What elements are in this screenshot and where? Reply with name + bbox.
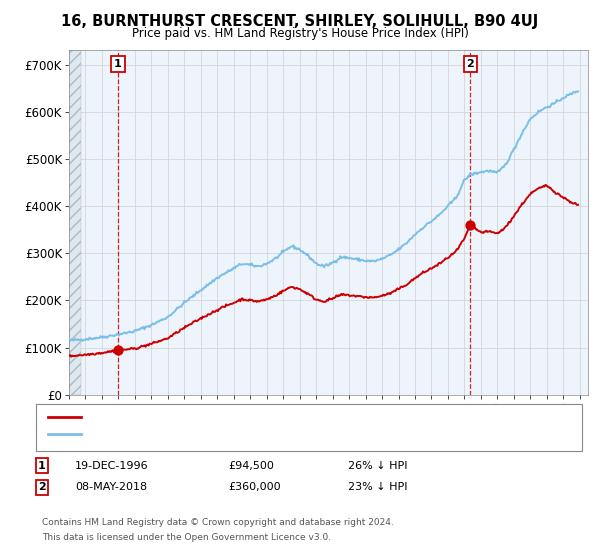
Point <box>113 346 123 354</box>
Text: 26% ↓ HPI: 26% ↓ HPI <box>348 461 407 471</box>
Text: £94,500: £94,500 <box>228 461 274 471</box>
Text: 19-DEC-1996: 19-DEC-1996 <box>75 461 149 471</box>
Text: Contains HM Land Registry data © Crown copyright and database right 2024.: Contains HM Land Registry data © Crown c… <box>42 518 394 527</box>
Text: 16, BURNTHURST CRESCENT, SHIRLEY, SOLIHULL, B90 4UJ: 16, BURNTHURST CRESCENT, SHIRLEY, SOLIHU… <box>61 14 539 29</box>
Text: 1: 1 <box>114 59 122 69</box>
Text: This data is licensed under the Open Government Licence v3.0.: This data is licensed under the Open Gov… <box>42 533 331 542</box>
Text: Price paid vs. HM Land Registry's House Price Index (HPI): Price paid vs. HM Land Registry's House … <box>131 27 469 40</box>
Bar <box>69 50 82 395</box>
Text: 23% ↓ HPI: 23% ↓ HPI <box>348 482 407 492</box>
Text: 1: 1 <box>38 461 46 471</box>
Text: 08-MAY-2018: 08-MAY-2018 <box>75 482 147 492</box>
Point <box>466 221 475 230</box>
Text: HPI: Average price, detached house, Solihull: HPI: Average price, detached house, Soli… <box>87 429 318 439</box>
Text: £360,000: £360,000 <box>228 482 281 492</box>
Text: 2: 2 <box>38 482 46 492</box>
Text: 16, BURNTHURST CRESCENT, SHIRLEY, SOLIHULL, B90 4UJ (detached house): 16, BURNTHURST CRESCENT, SHIRLEY, SOLIHU… <box>87 412 485 422</box>
Text: 2: 2 <box>466 59 474 69</box>
